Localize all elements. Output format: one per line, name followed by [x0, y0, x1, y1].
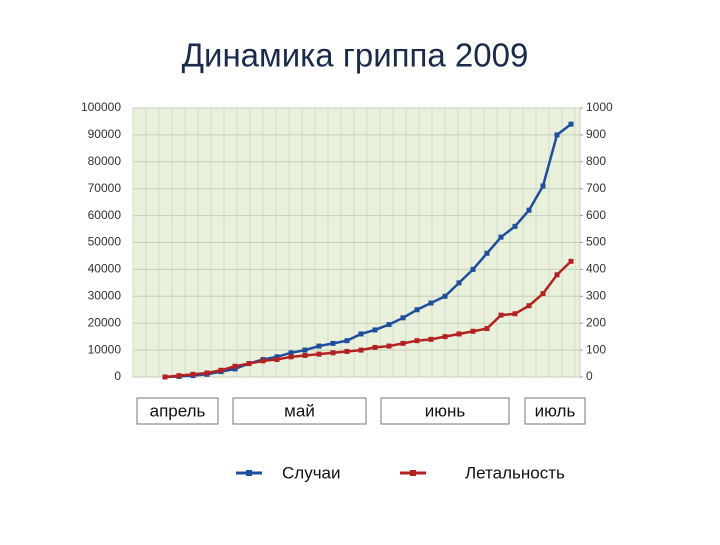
y-tick-label: 90000 — [88, 127, 122, 141]
legend-marker — [410, 470, 416, 476]
period-label: июнь — [425, 401, 466, 420]
point-marker — [456, 331, 462, 337]
period-label: апрель — [150, 401, 206, 420]
point-marker — [316, 351, 322, 357]
y-tick-label: 100000 — [81, 100, 121, 114]
chart-title: Динамика гриппа 2009 — [182, 37, 529, 74]
y2-tick-label: 1000 — [586, 100, 613, 114]
point-marker — [414, 307, 420, 313]
y2-tick-label: 800 — [586, 154, 606, 168]
point-marker — [498, 312, 504, 318]
point-marker — [330, 350, 336, 356]
point-marker — [554, 272, 560, 278]
point-marker — [512, 311, 518, 317]
y2-tick-label: 0 — [586, 369, 593, 383]
legend-label: Случаи — [282, 463, 341, 482]
y2-tick-label: 900 — [586, 127, 606, 141]
point-marker — [414, 338, 420, 344]
point-marker — [428, 300, 434, 306]
legend-marker — [246, 470, 252, 476]
y-tick-label: 20000 — [88, 315, 122, 329]
point-marker — [162, 374, 168, 380]
point-marker — [372, 327, 378, 333]
point-marker — [526, 207, 532, 213]
point-marker — [400, 315, 406, 321]
y-tick-label: 80000 — [88, 154, 122, 168]
point-marker — [274, 354, 280, 360]
point-marker — [358, 331, 364, 337]
point-marker — [218, 367, 224, 373]
point-marker — [302, 352, 308, 358]
period-label: май — [284, 401, 315, 420]
point-marker — [554, 132, 560, 138]
y2-tick-label: 700 — [586, 181, 606, 195]
y2-tick-label: 400 — [586, 262, 606, 276]
point-marker — [442, 334, 448, 340]
point-marker — [204, 370, 210, 376]
period-box — [524, 397, 586, 425]
point-marker — [316, 343, 322, 349]
point-marker — [470, 328, 476, 334]
point-marker — [470, 266, 476, 272]
point-marker — [176, 373, 182, 379]
point-marker — [190, 371, 196, 377]
y-tick-label: 0 — [114, 369, 121, 383]
y2-tick-label: 200 — [586, 315, 606, 329]
period-box — [136, 397, 219, 425]
y-tick-label: 10000 — [88, 342, 122, 356]
point-marker — [540, 183, 546, 189]
point-marker — [512, 223, 518, 229]
point-marker — [540, 291, 546, 297]
point-marker — [288, 354, 294, 360]
y2-tick-label: 300 — [586, 288, 606, 302]
point-marker — [484, 326, 490, 332]
legend-label: Летальность — [465, 463, 565, 482]
y2-tick-label: 100 — [586, 342, 606, 356]
point-marker — [498, 234, 504, 240]
point-marker — [358, 347, 364, 353]
point-marker — [442, 293, 448, 299]
point-marker — [568, 258, 574, 264]
y-tick-label: 30000 — [88, 288, 122, 302]
point-marker — [386, 343, 392, 349]
point-marker — [232, 363, 238, 369]
y-tick-label: 40000 — [88, 262, 122, 276]
point-marker — [428, 336, 434, 342]
point-marker — [344, 348, 350, 354]
point-marker — [246, 361, 252, 367]
point-marker — [288, 350, 294, 356]
point-marker — [372, 344, 378, 350]
y-tick-label: 70000 — [88, 181, 122, 195]
point-marker — [260, 358, 266, 364]
period-label: июль — [535, 401, 576, 420]
point-marker — [232, 366, 238, 372]
y2-tick-label: 500 — [586, 235, 606, 249]
point-marker — [568, 121, 574, 127]
y-tick-label: 60000 — [88, 208, 122, 222]
point-marker — [302, 347, 308, 353]
point-marker — [526, 303, 532, 309]
point-marker — [344, 338, 350, 344]
period-box — [232, 397, 367, 425]
point-marker — [400, 340, 406, 346]
point-marker — [274, 357, 280, 363]
point-marker — [386, 322, 392, 328]
point-marker — [330, 340, 336, 346]
point-marker — [484, 250, 490, 256]
point-marker — [456, 280, 462, 286]
y-tick-label: 50000 — [88, 235, 122, 249]
y2-tick-label: 600 — [586, 208, 606, 222]
period-box — [380, 397, 510, 425]
